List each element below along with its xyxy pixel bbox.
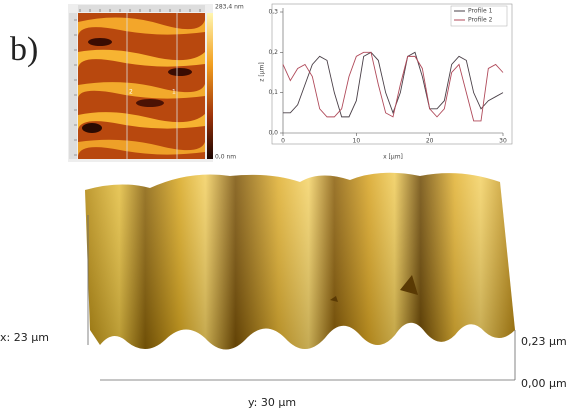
surface-3d: x: 23 µm 0,23 µm 0,00 µm y: 30 µm xyxy=(0,173,567,409)
z-min-label: 0,00 µm xyxy=(521,377,567,390)
colorbar-min: 0,0 nm xyxy=(215,154,236,161)
legend-label: Profile 1 xyxy=(468,8,493,15)
x-axis-label: x [µm] xyxy=(383,154,403,161)
profile-marker: 1 xyxy=(172,89,176,96)
profile-chart: z [µm] x [µm] 0,0 0,1 0,2 0,3 0 10 20 30 Profile… xyxy=(259,4,513,161)
x-tick-label: 10 xyxy=(353,138,361,145)
profile-marker: 2 xyxy=(129,89,133,96)
x-tick-label: 0 xyxy=(281,138,285,145)
x-extent-label: x: 23 µm xyxy=(0,331,49,344)
y-extent-label: y: 30 µm xyxy=(248,396,296,409)
z-max-label: 0,23 µm xyxy=(521,335,567,348)
y-tick-label: 0,1 xyxy=(268,89,278,96)
x-tick-label: 20 xyxy=(426,138,434,145)
y-tick-label: 0,3 xyxy=(268,9,278,16)
colorbar-max: 283,4 nm xyxy=(215,4,244,11)
legend-label: Profile 2 xyxy=(468,17,493,24)
y-tick-label: 0,2 xyxy=(268,49,278,56)
afm-image: 283,4 nm 0,0 nm 2 1 xyxy=(68,4,244,163)
y-axis-label: z [µm] xyxy=(259,62,266,81)
panel-label: b) xyxy=(10,31,38,68)
colorbar xyxy=(207,13,213,159)
y-tick-label: 0,0 xyxy=(268,130,278,137)
figure: b) 283,4 nm 0,0 nm 2 1 z [µm] x [µm] 0,0… xyxy=(0,0,583,412)
profile-line xyxy=(283,52,503,121)
x-tick-label: 30 xyxy=(499,138,507,145)
